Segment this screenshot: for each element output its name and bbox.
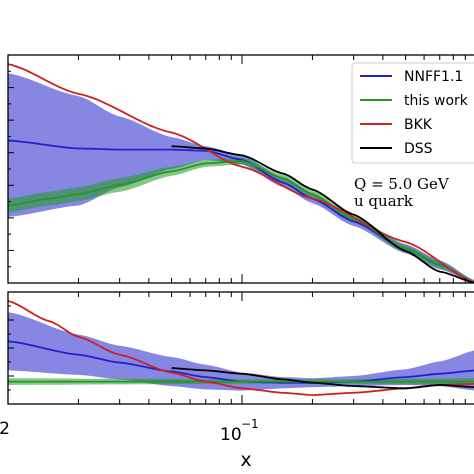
bottom-series-line-dss	[171, 367, 474, 390]
top-series-line-dss	[171, 145, 474, 283]
annotation-flavour: u quark	[354, 192, 414, 210]
x-tick-label-base: 10	[220, 425, 242, 445]
x-axis-title: x	[240, 449, 251, 471]
legend-label-dss: DSS	[404, 141, 433, 157]
legend-box	[351, 62, 474, 164]
top-band-this-work	[8, 157, 474, 283]
legend: NNFF1.1 this work BKK DSS	[351, 62, 474, 164]
bottom-band-nnff1-1	[8, 312, 474, 391]
legend-label-this-work: this work	[404, 93, 469, 109]
legend-label-bkk: BKK	[404, 117, 433, 133]
top-series-line-bkk	[8, 63, 474, 283]
annotation-scale: Q = 5.0 GeV	[354, 175, 450, 193]
x-tick-label-exponent: −1	[241, 417, 259, 431]
legend-label-nnff: NNFF1.1	[404, 69, 463, 85]
bottom-panel: −2 10 −1 x	[0, 291, 474, 471]
x-tick-label-exp-left: −2	[0, 419, 10, 439]
top-panel: NNFF1.1 this work BKK DSS Q = 5.0 GeV u …	[7, 54, 474, 284]
top-band-nnff1-1	[8, 73, 474, 283]
top-series-line-this-work	[8, 160, 474, 283]
